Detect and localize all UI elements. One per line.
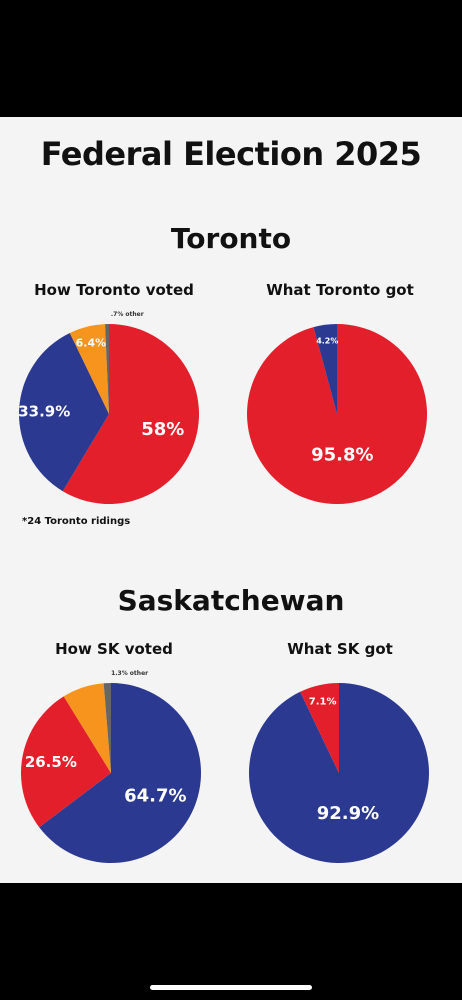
pie-chart-toronto-got: 95.8% 4.2%: [247, 324, 428, 504]
pie-slice-1-1: [313, 324, 337, 414]
pie-title-sk-got: What SK got: [287, 640, 393, 658]
pie-slice-2-1: [21, 696, 111, 828]
pie-label-92-9: 92.9%: [317, 803, 379, 824]
home-indicator[interactable]: [150, 985, 312, 990]
pie-label-4-2: 4.2%: [316, 337, 338, 346]
pie-label-64-7: 64.7%: [124, 785, 186, 806]
pie-slice-0-3: [105, 324, 109, 414]
pie-slice-0-1: [18, 332, 109, 492]
pie-label-95-8: 95.8%: [311, 444, 373, 465]
pie-label-7-1: 7.1%: [309, 697, 337, 708]
pie-slice-3-1: [300, 683, 339, 773]
pie-label-7-other: .7% other: [111, 311, 144, 318]
pie-title-sk-voted: How SK voted: [55, 640, 173, 658]
page-title: Federal Election 2025: [40, 135, 422, 173]
section-title-toronto: Toronto: [170, 222, 292, 255]
pie-slice-2-0: [39, 683, 202, 863]
pie-chart-toronto-voted: 58% 33.9% 6.4% .7% other: [18, 311, 199, 504]
pie-title-toronto-voted: How Toronto voted: [34, 281, 194, 299]
pie-chart-sk-got: 92.9% 7.1%: [249, 683, 430, 863]
pie-label-33-9: 33.9%: [18, 402, 70, 420]
section-title-saskatchewan: Saskatchewan: [117, 584, 345, 617]
footnote-toronto-ridings: *24 Toronto ridings: [22, 516, 131, 527]
pie-slice-1-0: [247, 324, 428, 504]
pie-title-toronto-got: What Toronto got: [266, 281, 414, 299]
pie-label-6-4: 6.4%: [76, 336, 107, 349]
pie-slice-0-2: [69, 324, 109, 414]
pie-slice-0-0: [62, 324, 199, 504]
pie-chart-sk-voted: 64.7% 26.5% 1.3% other: [21, 670, 202, 863]
pie-slice-3-0: [249, 683, 430, 863]
pie-label-58: 58%: [141, 419, 184, 440]
pie-slice-2-2: [63, 683, 111, 773]
pie-label-26-5: 26.5%: [25, 753, 77, 771]
pie-label-1-3-other: 1.3% other: [111, 670, 148, 677]
pie-slice-2-3: [103, 683, 111, 773]
